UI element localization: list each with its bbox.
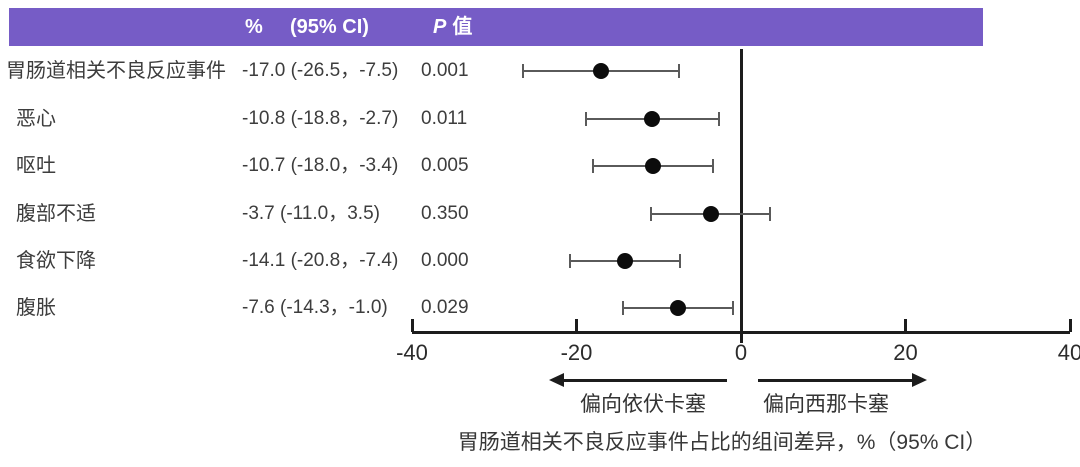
right-arrow-line [758, 379, 913, 382]
column-header-percent: % [245, 16, 263, 38]
row-label: 胃肠道相关不良反应事件 [6, 60, 226, 82]
ci-cap-low [568, 254, 571, 268]
x-tick-label: -40 [396, 340, 428, 365]
right-arrow-head-icon [912, 373, 927, 387]
table-row: 腹部不适 -3.7 (-11.0，3.5) 0.350 [0, 200, 480, 228]
plot-area: -40 -20 0 20 40 [396, 0, 1080, 467]
favors-left-label: 偏向依伏卡塞 [580, 393, 706, 416]
x-tick-label: -20 [560, 340, 593, 365]
left-arrow-head-icon [549, 373, 564, 387]
ci-cap-high [678, 64, 681, 78]
x-tick-label: 40 [1057, 340, 1080, 365]
x-axis-tick [1068, 319, 1072, 332]
x-axis-tick [410, 319, 414, 332]
table-row: 胃肠道相关不良反应事件 -17.0 (-26.5，-7.5) 0.001 [0, 57, 480, 85]
favors-right-label: 偏向西那卡塞 [763, 393, 889, 416]
table-row: 恶心 -10.8 (-18.8，-2.7) 0.011 [0, 105, 480, 133]
row-label: 腹胀 [16, 297, 56, 319]
row-label: 呕吐 [16, 155, 56, 177]
estimate-marker [644, 158, 661, 174]
column-header-ci: (95% CI) [290, 16, 369, 38]
table-row: 腹胀 -7.6 (-14.3，-1.0) 0.029 [0, 294, 480, 322]
x-axis-caption: 胃肠道相关不良反应事件占比的组间差异，%（95% CI） [457, 431, 987, 454]
row-ci-value: -10.8 (-18.8，-2.7) [242, 108, 399, 129]
row-p-value: 0.005 [421, 155, 469, 176]
row-label: 腹部不适 [16, 203, 96, 225]
row-p-value: 0.350 [421, 203, 469, 224]
row-p-value: 0.011 [421, 108, 468, 129]
zero-reference-line [739, 49, 743, 343]
estimate-marker [644, 111, 661, 127]
row-ci-value: -10.7 (-18.0，-3.4) [242, 155, 399, 176]
ci-cap-low [585, 112, 588, 126]
row-ci-value: -14.1 (-20.8，-7.4) [242, 250, 399, 271]
row-label: 食欲下降 [16, 250, 96, 272]
table-row: 呕吐 -10.7 (-18.0，-3.4) 0.005 [0, 152, 480, 180]
row-ci-value: -7.6 (-14.3，-1.0) [242, 297, 388, 318]
ci-cap-low [649, 207, 652, 221]
x-tick-label: 0 [734, 340, 748, 365]
ci-cap-high [768, 207, 771, 221]
left-arrow-line [563, 379, 727, 382]
row-p-value: 0.001 [421, 60, 469, 81]
row-p-value: 0.029 [421, 297, 469, 318]
row-ci-value: -17.0 (-26.5，-7.5) [242, 60, 399, 81]
x-tick-label: 20 [893, 340, 918, 365]
estimate-marker [593, 63, 610, 79]
ci-cap-high [712, 159, 715, 173]
ci-cap-low [591, 159, 594, 173]
p-italic: P [433, 16, 447, 38]
row-ci-value: -3.7 (-11.0，3.5) [242, 203, 380, 224]
ci-cap-high [731, 301, 734, 315]
x-axis-tick [904, 319, 907, 332]
estimate-marker [617, 253, 634, 269]
table-row: 食欲下降 -14.1 (-20.8，-7.4) 0.000 [0, 247, 480, 275]
ci-cap-high [679, 254, 682, 268]
ci-cap-high [717, 112, 720, 126]
row-label: 恶心 [16, 108, 56, 130]
ci-cap-low [622, 301, 625, 315]
estimate-marker [670, 300, 687, 316]
ci-cap-low [522, 64, 525, 78]
estimate-marker [702, 206, 719, 222]
row-p-value: 0.000 [421, 250, 469, 271]
p-rest: 值 [452, 16, 473, 38]
x-axis-tick [575, 319, 578, 332]
